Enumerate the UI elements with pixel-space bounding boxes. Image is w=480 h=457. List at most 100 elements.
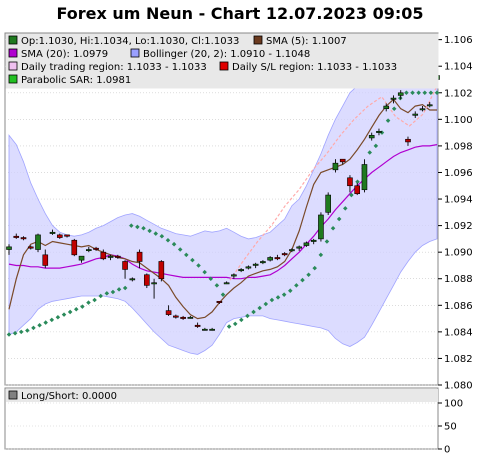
candle-body [368,134,375,139]
candle-body [310,239,317,242]
candle-body [151,282,157,285]
bollinger-band [8,55,438,355]
candle-body [412,113,419,116]
y-tick-label: 1.098 [444,141,473,152]
candle-body [129,278,136,281]
sar-point [275,295,281,300]
candle-body [318,214,324,240]
candle-body [85,249,92,252]
sar-point [257,305,262,311]
legend-label: Daily S/L region: 1.1033 - 1.1033 [232,62,397,73]
candle-body [354,185,361,195]
chart-title: Forex um Neun - Chart 12.07.2023 09:05 [56,4,424,23]
candle-body [42,254,49,266]
candle-body [13,235,20,238]
y-tick-label: 1.100 [444,115,473,126]
candle-body [252,263,259,266]
candle-body [223,282,230,285]
sar-point [104,291,110,296]
candle-body [231,274,237,277]
y-tick-label: 1.096 [444,168,473,179]
candle-body [325,194,331,213]
candle-body [426,104,433,107]
legend-label: Bollinger (20, 2): 1.0910 - 1.1048 [143,49,310,60]
sar-point [232,321,238,327]
sar-point [336,216,342,222]
legend-swatch [253,35,263,45]
y-tick-label: 1.080 [444,381,473,392]
candle-body [361,164,368,191]
sar-point [294,283,299,288]
candle-body [405,138,411,143]
candle-body [27,246,34,249]
legend-swatch [8,61,18,71]
candle-body [173,315,179,318]
candle-body [136,251,143,262]
sar-point [190,257,195,263]
y-tick-label: 1.090 [444,248,473,259]
candle-body [115,255,121,258]
candle-body [209,328,215,331]
sar-point [202,269,207,275]
sar-point [404,90,409,96]
sar-point [318,252,324,258]
candle-body [289,249,295,252]
candle-body [64,234,70,237]
sar-point [269,297,275,303]
candle-body [93,247,99,250]
sar-point [86,300,91,305]
candle-body [339,158,346,163]
candle-body [78,255,85,261]
y-tick-label: 1.082 [444,354,473,365]
candle-body [245,266,252,269]
sar-point [67,309,73,315]
candle-body [202,328,208,331]
y-tick-label: 1.088 [444,274,473,285]
candle-body [165,310,172,315]
sar-point [287,288,293,293]
y-tick-label: 1.104 [444,62,473,73]
y-tick-label: 1.106 [444,35,473,46]
legend-swatch [130,48,140,58]
candle-body [390,97,397,100]
subplot-legend-swatch [8,390,18,400]
sar-point [226,324,232,329]
candle-body [216,301,223,303]
y-tick-label: 1.092 [444,221,473,232]
candle-body [281,253,288,256]
legend-label: Parabolic SAR: 1.0981 [21,75,131,86]
candle-body [144,274,150,286]
candle-body [180,316,186,319]
candle-body [419,108,426,111]
candle-body [238,269,244,272]
sar-point [263,301,269,307]
sar-point [330,225,336,231]
sar-point [312,265,317,271]
sar-point [343,206,348,211]
candle-body [303,242,310,246]
subplot-y-tick-label: 100 [444,399,463,410]
sma5-line [8,98,437,320]
sar-point [196,263,201,268]
candle-body [56,234,63,238]
legend-label: Daily trading region: 1.1033 - 1.1033 [21,62,207,73]
sar-point [355,179,360,185]
subplot-legend-label: Long/Short: 0.0000 [21,391,117,402]
sar-point [373,143,379,149]
y-tick-label: 1.084 [444,327,473,338]
subplot-legend-box [6,389,438,402]
sar-point [367,150,373,155]
legend-swatch [8,48,18,58]
candle-body [260,261,266,264]
candle-body [35,234,41,250]
legend-label: SMA (5): 1.1007 [266,36,347,47]
y-tick-label: 1.094 [444,195,473,206]
candle-body [194,324,201,327]
y-tick-label: 1.102 [444,88,473,99]
sar-point [55,314,61,320]
candle-body [107,255,114,258]
sar-point [220,292,226,297]
y-tick-label: 1.086 [444,301,473,312]
candle-body [49,231,56,234]
